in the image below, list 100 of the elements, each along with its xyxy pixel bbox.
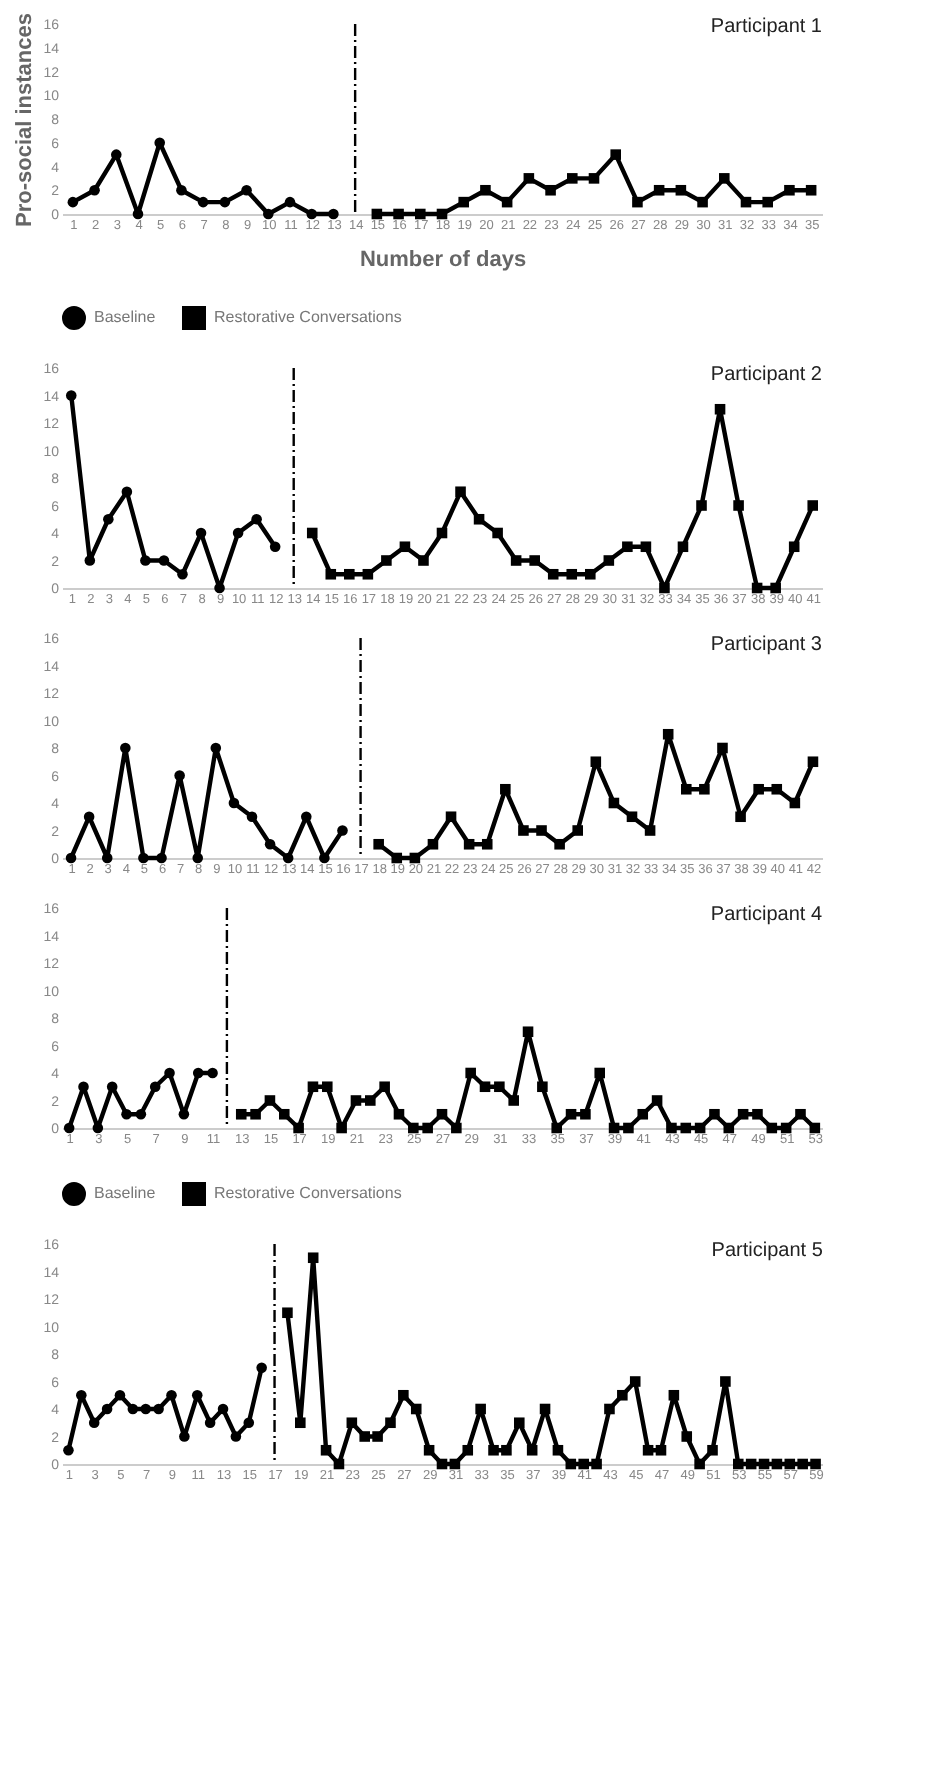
point xyxy=(164,1067,175,1079)
point xyxy=(346,1417,358,1429)
point xyxy=(84,555,96,566)
point xyxy=(393,1108,405,1120)
point xyxy=(807,500,819,511)
point xyxy=(784,184,795,196)
point xyxy=(408,1122,419,1134)
point xyxy=(65,390,77,401)
chart-title: Participant 3 xyxy=(710,634,823,656)
point xyxy=(508,1095,519,1106)
point xyxy=(488,1444,499,1456)
point xyxy=(307,1252,319,1264)
point xyxy=(591,1458,602,1470)
point xyxy=(578,1458,589,1470)
point xyxy=(264,838,276,850)
point xyxy=(319,852,330,864)
point xyxy=(177,568,188,580)
point xyxy=(668,1389,680,1401)
point xyxy=(418,555,429,566)
point xyxy=(365,1095,376,1106)
point xyxy=(362,568,374,580)
point xyxy=(149,1081,161,1093)
point xyxy=(262,208,274,220)
point xyxy=(65,852,77,864)
point xyxy=(694,1458,705,1470)
point xyxy=(127,1403,139,1415)
point xyxy=(651,1095,663,1106)
point xyxy=(295,1417,306,1429)
point xyxy=(610,149,622,160)
point xyxy=(246,811,258,823)
point xyxy=(451,1122,462,1134)
point xyxy=(462,1444,474,1456)
point xyxy=(207,1067,218,1079)
point xyxy=(463,838,475,850)
point xyxy=(89,184,100,196)
point xyxy=(344,568,355,580)
point xyxy=(88,1417,100,1429)
point xyxy=(138,852,149,864)
point xyxy=(219,196,231,208)
point xyxy=(697,196,708,208)
legend-label: Baseline xyxy=(94,308,157,326)
point xyxy=(179,1431,190,1442)
point xyxy=(373,838,384,850)
point xyxy=(554,838,565,850)
point xyxy=(677,541,689,553)
point xyxy=(529,555,540,566)
point xyxy=(603,555,615,566)
point xyxy=(256,1362,267,1374)
point xyxy=(666,1122,677,1134)
point xyxy=(110,149,122,160)
point xyxy=(269,541,281,553)
point xyxy=(770,582,781,594)
point xyxy=(293,1122,304,1134)
point xyxy=(210,742,222,754)
point xyxy=(709,1108,720,1120)
chart-title: Participant 2 xyxy=(710,364,823,386)
point xyxy=(696,500,707,511)
point xyxy=(718,173,730,184)
point xyxy=(228,797,240,809)
point xyxy=(552,1444,564,1456)
point xyxy=(714,403,726,415)
point xyxy=(76,1389,87,1401)
point xyxy=(101,1403,113,1415)
point xyxy=(733,500,744,511)
point xyxy=(547,568,559,580)
point xyxy=(114,1389,126,1401)
point xyxy=(762,196,774,208)
point xyxy=(166,1389,177,1401)
point xyxy=(735,811,746,823)
point xyxy=(707,1444,718,1456)
point xyxy=(337,825,348,836)
point xyxy=(156,852,167,864)
point xyxy=(510,555,522,566)
point xyxy=(103,513,114,525)
point xyxy=(306,527,318,539)
point xyxy=(653,184,665,196)
point xyxy=(197,196,209,208)
point xyxy=(659,582,670,594)
point xyxy=(325,568,337,580)
point xyxy=(284,196,296,208)
point xyxy=(465,1067,476,1079)
point xyxy=(241,184,252,196)
point xyxy=(422,1122,433,1134)
point xyxy=(379,1081,390,1093)
point xyxy=(140,555,151,566)
point xyxy=(191,1389,203,1401)
point xyxy=(230,1431,242,1442)
point xyxy=(675,184,687,196)
point xyxy=(410,1403,422,1415)
legend-label: Restorative Conversations xyxy=(214,308,402,326)
point xyxy=(594,1067,606,1079)
point xyxy=(251,513,262,525)
point xyxy=(500,783,511,795)
point xyxy=(473,513,485,525)
point xyxy=(632,196,643,208)
point xyxy=(604,1403,615,1415)
x-axis-title: Number of days xyxy=(359,248,527,272)
point xyxy=(398,1389,409,1401)
point xyxy=(680,1122,692,1134)
point xyxy=(306,208,318,220)
